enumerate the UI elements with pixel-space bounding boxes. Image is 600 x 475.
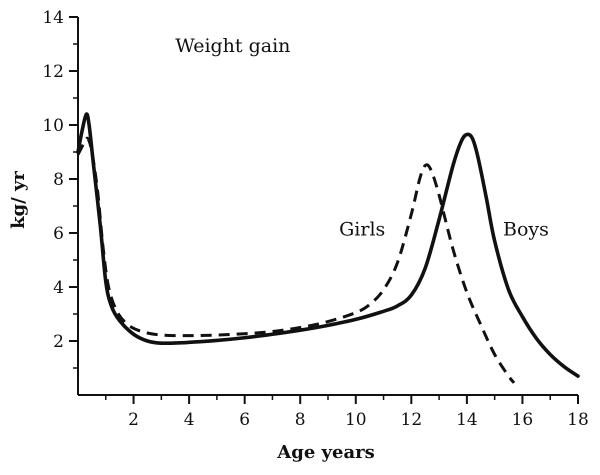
y-tick-label: 4 <box>53 278 64 298</box>
x-tick-label: 12 <box>401 410 423 430</box>
x-tick-label: 6 <box>239 410 250 430</box>
x-tick-label: 8 <box>295 410 306 430</box>
annotations: Weight gain Girls Boys <box>175 35 549 241</box>
x-axis-label: Age years <box>276 442 374 463</box>
x-tick-label: 18 <box>567 410 589 430</box>
ticks: 2 4 6 8 10 12 14 2 4 6 8 10 12 14 16 18 <box>42 8 588 430</box>
y-tick-label: 12 <box>42 62 64 82</box>
y-tick-label: 14 <box>42 8 64 28</box>
series-line-girls <box>76 136 516 384</box>
x-tick-label: 2 <box>128 410 139 430</box>
annotation-girls: Girls <box>339 219 385 241</box>
labels: kg/ yr Age years <box>8 171 375 463</box>
x-tick-label: 4 <box>184 410 195 430</box>
x-tick-label: 14 <box>456 410 478 430</box>
x-tick-label: 10 <box>345 410 367 430</box>
annotation-weight-gain: Weight gain <box>175 35 290 57</box>
axes <box>77 17 578 396</box>
y-tick-label: 6 <box>53 224 64 244</box>
y-tick-label: 10 <box>42 116 64 136</box>
series-group <box>76 112 580 384</box>
y-axis-label: kg/ yr <box>8 171 29 229</box>
x-tick-label: 16 <box>512 410 534 430</box>
y-tick-label: 2 <box>53 332 64 352</box>
y-tick-label: 8 <box>53 170 64 190</box>
series-line-boys <box>76 112 580 378</box>
annotation-boys: Boys <box>503 219 549 241</box>
